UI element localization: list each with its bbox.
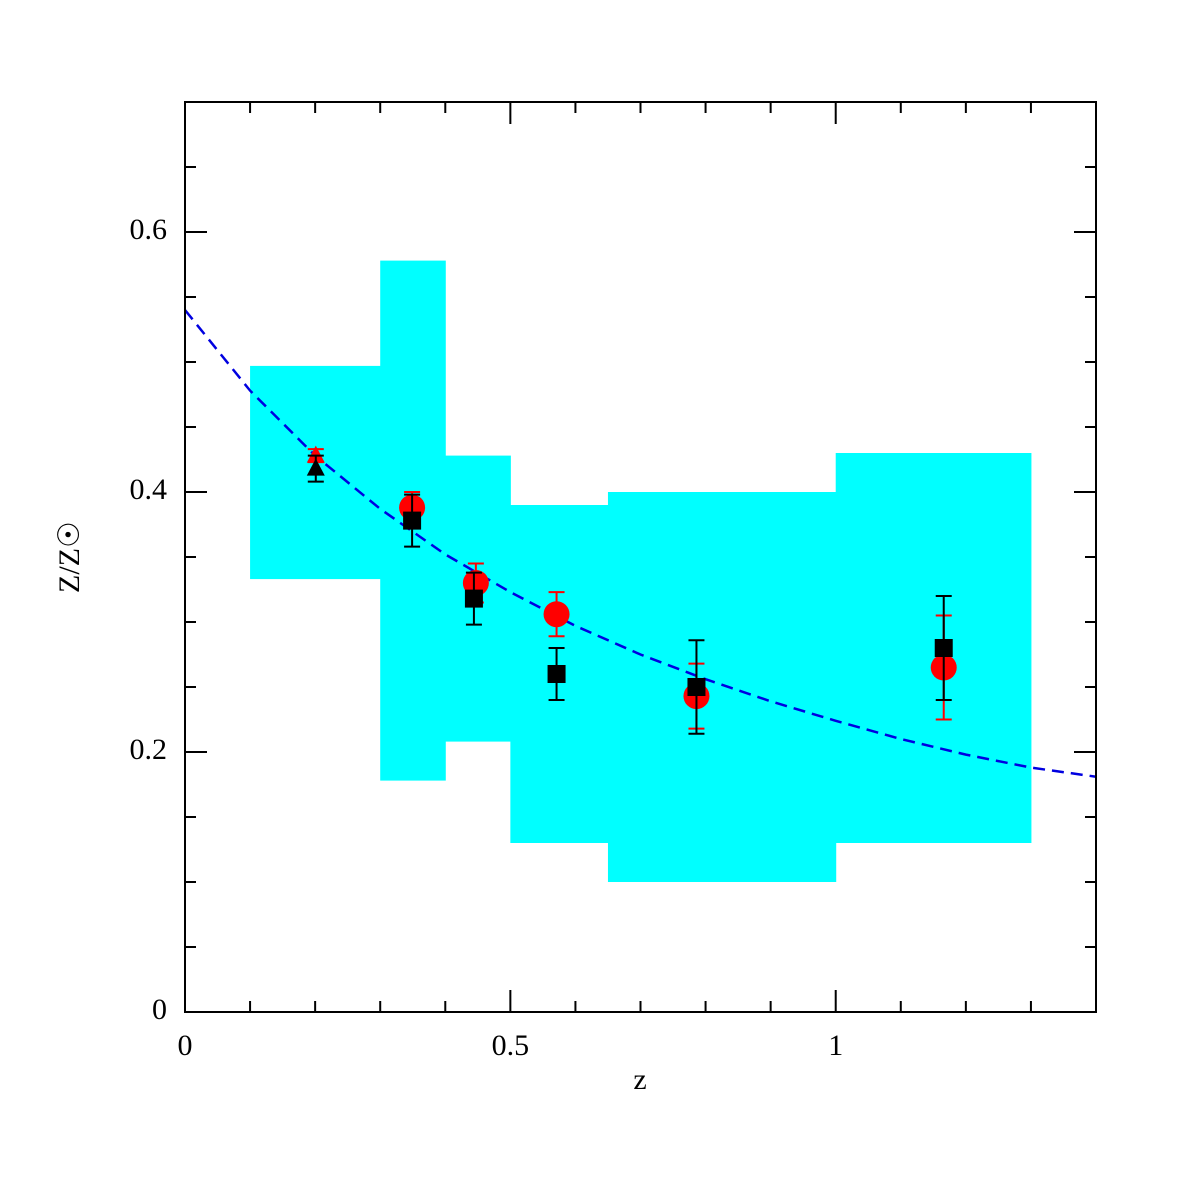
point bbox=[462, 570, 489, 596]
y-tick-label: 0.6 bbox=[130, 213, 168, 246]
point bbox=[934, 639, 953, 657]
plot-frame bbox=[184, 101, 1097, 1013]
range-band bbox=[607, 492, 837, 882]
point bbox=[306, 458, 325, 476]
y-tick-label: 0.4 bbox=[130, 473, 168, 506]
y-tick-label: 0.2 bbox=[130, 733, 168, 766]
range-band bbox=[835, 453, 1032, 843]
point bbox=[464, 589, 483, 608]
point bbox=[687, 678, 706, 696]
x-tick-label: 0.5 bbox=[492, 1029, 530, 1062]
point bbox=[543, 601, 570, 628]
y-axis-label: Z/Z☉ bbox=[53, 521, 86, 593]
y-tick-label: 0 bbox=[152, 993, 167, 1026]
point bbox=[547, 665, 566, 683]
x-tick-label: 0 bbox=[178, 1029, 193, 1062]
x-tick-label: 1 bbox=[828, 1029, 843, 1062]
point bbox=[403, 511, 422, 530]
x-axis-label: z bbox=[633, 1063, 646, 1096]
point bbox=[306, 445, 325, 463]
model-curve bbox=[184, 309, 1097, 778]
